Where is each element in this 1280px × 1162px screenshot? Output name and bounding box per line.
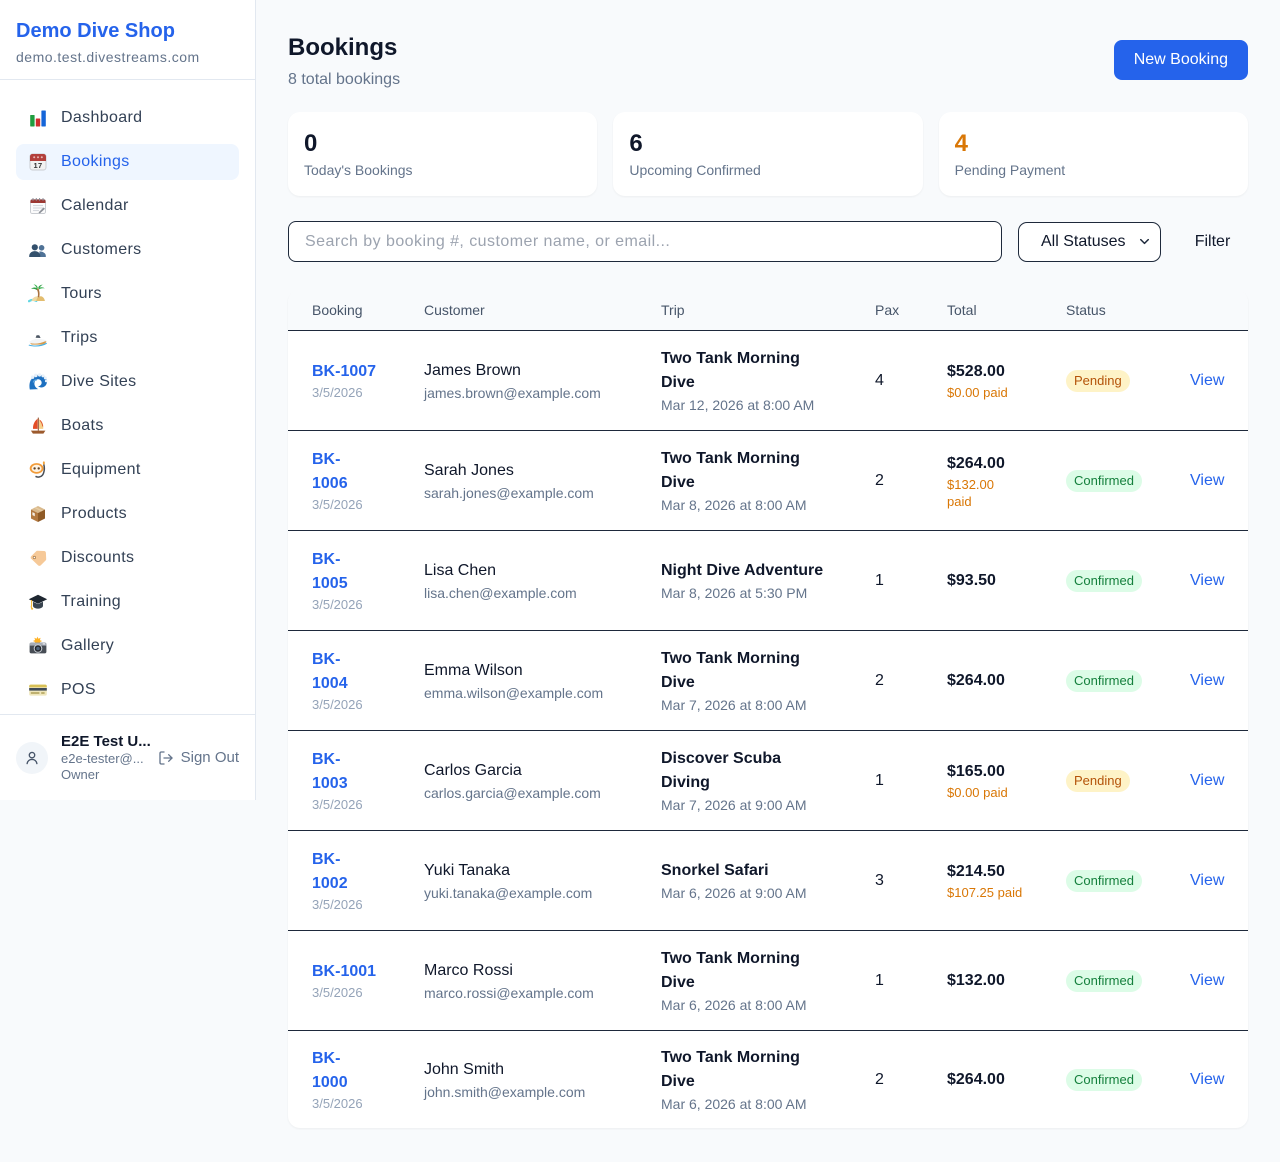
svg-text:17: 17 — [33, 161, 42, 170]
